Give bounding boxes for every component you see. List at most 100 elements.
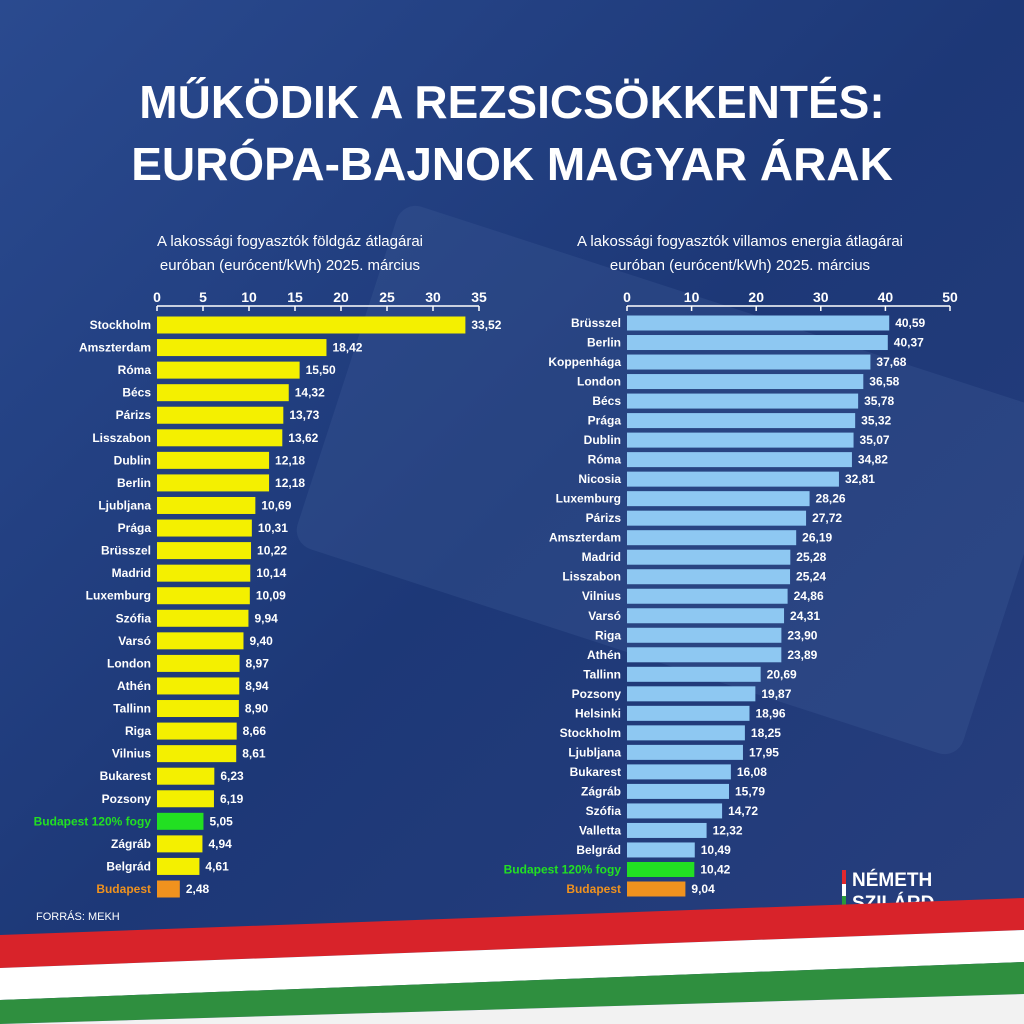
value-label: 13,62 <box>288 431 318 445</box>
x-tick-label: 30 <box>425 289 441 305</box>
bar <box>627 569 791 585</box>
category-label: Ljubljana <box>98 498 151 512</box>
value-label: 10,49 <box>701 843 731 857</box>
value-label: 12,18 <box>275 453 305 467</box>
category-label: Bécs <box>122 386 151 400</box>
x-tick-label: 20 <box>748 289 764 305</box>
category-label: Budapest 120% fogy <box>34 814 152 828</box>
category-label: Vilnius <box>112 747 151 761</box>
bar <box>157 745 237 763</box>
bar <box>157 542 252 560</box>
bar <box>627 822 707 838</box>
category-label: Pozsony <box>572 687 622 701</box>
brand-flag <box>842 884 846 896</box>
value-label: 40,59 <box>895 316 925 330</box>
category-label: Belgrád <box>106 859 151 873</box>
category-label: Helsinki <box>575 706 621 720</box>
value-label: 25,24 <box>796 570 826 584</box>
bar <box>627 374 864 390</box>
value-label: 35,32 <box>861 414 891 428</box>
x-tick-label: 5 <box>199 289 207 305</box>
value-label: 9,94 <box>254 611 278 625</box>
brand: NÉMETH <box>852 869 932 891</box>
category-label: London <box>107 656 151 670</box>
value-label: 19,87 <box>761 687 791 701</box>
bar <box>627 764 731 780</box>
x-tick-label: 15 <box>287 289 303 305</box>
value-label: 23,90 <box>787 628 817 642</box>
category-label: Zágráb <box>111 837 151 851</box>
category-label: Nicosia <box>578 472 621 486</box>
bar <box>157 316 466 334</box>
value-label: 9,04 <box>691 882 715 896</box>
category-label: Berlin <box>117 476 151 490</box>
category-label: Tallinn <box>583 667 621 681</box>
category-label: Ljubljana <box>568 745 621 759</box>
bar <box>627 491 810 507</box>
bar <box>627 315 890 331</box>
bar <box>157 339 327 357</box>
value-label: 2,48 <box>186 882 210 896</box>
category-label: Bukarest <box>570 765 621 779</box>
value-label: 25,28 <box>796 550 826 564</box>
category-label: Tallinn <box>113 702 151 716</box>
category-label: Bukarest <box>100 769 151 783</box>
bar <box>157 835 203 853</box>
value-label: 10,31 <box>258 521 288 535</box>
value-label: 24,86 <box>794 589 824 603</box>
bar <box>157 474 270 492</box>
bar <box>157 880 180 898</box>
bar <box>627 686 756 702</box>
x-tick-label: 40 <box>878 289 894 305</box>
value-label: 8,90 <box>245 702 269 716</box>
chart-subtitle: A lakossági fogyasztók villamos energia … <box>577 233 903 250</box>
value-label: 37,68 <box>876 355 906 369</box>
source: FORRÁS: MEKH <box>36 910 120 923</box>
category-label: Stockholm <box>90 318 151 332</box>
value-label: 8,97 <box>246 656 270 670</box>
value-label: 24,31 <box>790 609 820 623</box>
category-label: Lisszabon <box>92 431 151 445</box>
value-label: 5,05 <box>209 814 233 828</box>
flag-stripe <box>0 962 1024 1024</box>
bar <box>627 354 871 370</box>
category-label: Amszterdam <box>79 341 151 355</box>
bar <box>157 677 240 695</box>
value-label: 18,96 <box>755 706 785 720</box>
value-label: 40,37 <box>894 336 924 350</box>
bar <box>627 881 686 897</box>
bar <box>627 803 723 819</box>
bar <box>157 564 251 582</box>
value-label: 6,19 <box>220 792 244 806</box>
value-label: 10,69 <box>261 498 291 512</box>
category-label: Madrid <box>112 566 151 580</box>
bar <box>627 744 743 760</box>
chart-subtitle: euróban (eurócent/kWh) 2025. március <box>160 257 420 274</box>
bar <box>157 767 215 785</box>
value-label: 14,32 <box>295 386 325 400</box>
bar <box>627 549 791 565</box>
bar <box>157 609 249 627</box>
value-label: 6,23 <box>220 769 244 783</box>
category-label: Athén <box>117 679 151 693</box>
bar <box>157 857 200 875</box>
bar <box>157 790 214 808</box>
x-tick-label: 0 <box>623 289 631 305</box>
bar <box>157 812 204 830</box>
title-line: MŰKÖDIK A REZSICSÖKKENTÉS: <box>139 76 884 128</box>
bar <box>627 705 750 721</box>
value-label: 14,72 <box>728 804 758 818</box>
value-label: 35,78 <box>864 394 894 408</box>
bar <box>627 861 695 877</box>
category-label: Valletta <box>579 823 621 837</box>
bar <box>627 725 745 741</box>
category-label: Lisszabon <box>562 570 621 584</box>
chart-subtitle: A lakossági fogyasztók földgáz átlagárai <box>157 233 423 250</box>
chart-subtitle: euróban (eurócent/kWh) 2025. március <box>610 257 870 274</box>
value-label: 15,50 <box>306 363 336 377</box>
category-label: Madrid <box>582 550 621 564</box>
bar <box>157 429 283 447</box>
category-label: Pozsony <box>102 792 152 806</box>
bar <box>627 647 782 663</box>
